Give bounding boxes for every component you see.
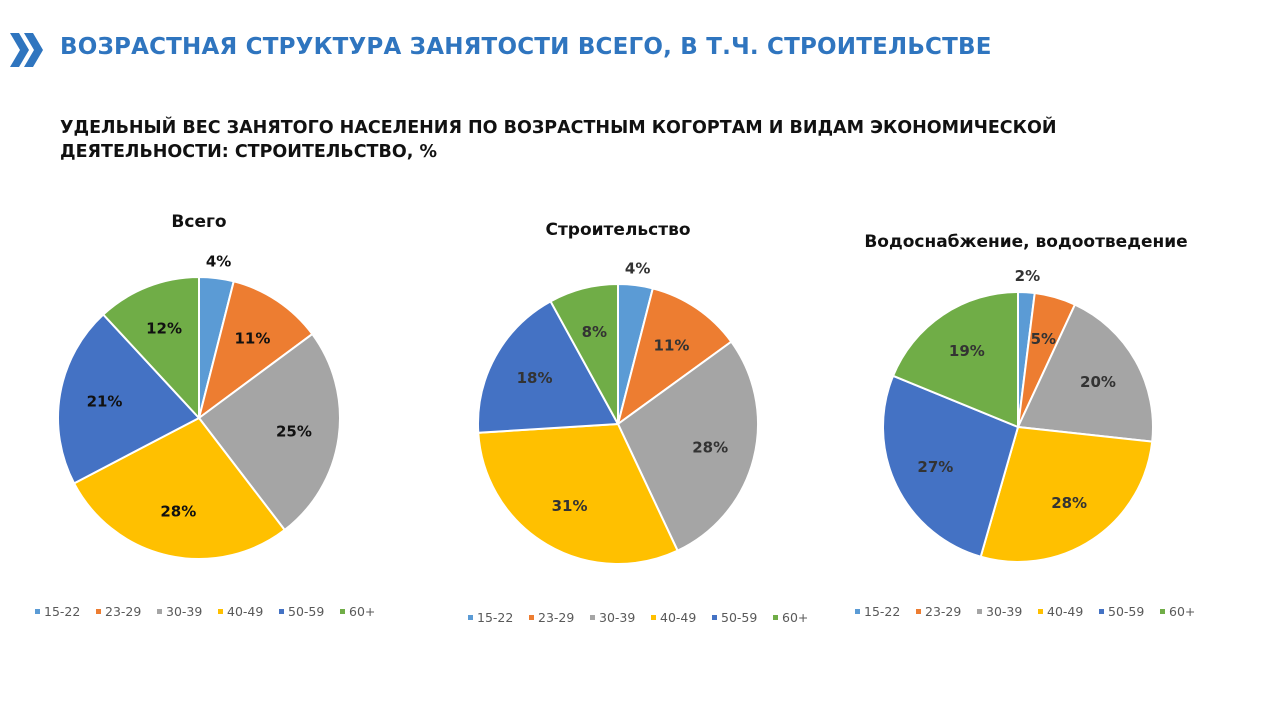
data-label: 11%	[234, 329, 270, 347]
legend-item: 23-29	[925, 604, 961, 619]
legend-item: 23-29	[538, 610, 574, 625]
legend-marker	[1099, 609, 1104, 614]
data-label: 8%	[582, 323, 607, 341]
legend-item: 23-29	[105, 604, 141, 619]
pie-slice-30-39	[197, 332, 341, 532]
pie-slice-50-59	[57, 313, 201, 485]
legend-marker	[35, 609, 40, 614]
data-label: 31%	[552, 497, 588, 515]
legend: 15-22 23-29 30-39 40-49 50-59 60+	[855, 604, 1195, 619]
data-label: 20%	[1080, 373, 1116, 391]
legend-marker	[468, 615, 473, 620]
chart-title: Водоснабжение, водоотведение	[864, 232, 1187, 252]
data-label: 2%	[1015, 267, 1040, 285]
pie-slice-50-59	[882, 374, 1020, 558]
legend-marker	[1160, 609, 1165, 614]
chart-title: Всего	[171, 212, 226, 232]
pie-chart-1: Всего 4% 11% 25% 28% 21% 12% 15-22 23-29 30-39 40-…	[35, 212, 375, 619]
pie-slice-60+	[549, 282, 619, 425]
legend-marker	[651, 615, 656, 620]
pie-slice-40-49	[979, 425, 1154, 563]
legend-item: 15-22	[864, 604, 900, 619]
pie-slice-40-49	[477, 422, 679, 565]
data-label: 11%	[654, 336, 690, 354]
legend-marker	[340, 609, 345, 614]
data-label: 21%	[87, 393, 123, 411]
pie-slice-30-39	[616, 340, 759, 553]
legend-marker	[916, 609, 921, 614]
legend-item: 50-59	[721, 610, 757, 625]
legend-item: 30-39	[986, 604, 1022, 619]
legend-marker	[712, 615, 717, 620]
legend-marker	[590, 615, 595, 620]
data-label: 12%	[146, 320, 182, 338]
legend-item: 40-49	[660, 610, 696, 625]
chart-title: Строительство	[545, 220, 690, 240]
pie-chart-2: Строительство 4% 11% 28% 31% 18% 8% 15-22 23-29 3…	[468, 220, 808, 625]
pie-slice-40-49	[72, 416, 287, 560]
data-label: 5%	[1031, 330, 1056, 348]
legend: 15-22 23-29 30-39 40-49 50-59 60+	[35, 604, 375, 619]
legend-marker	[279, 609, 284, 614]
data-label: 25%	[276, 422, 312, 440]
page-title: ВОЗРАСТНАЯ СТРУКТУРА ЗАНЯТОСТИ ВСЕГО, В …	[60, 34, 992, 60]
legend-marker	[218, 609, 223, 614]
legend-item: 60+	[782, 610, 808, 625]
legend-marker	[96, 609, 101, 614]
legend-marker	[977, 609, 982, 614]
legend-item: 30-39	[166, 604, 202, 619]
legend-marker	[855, 609, 860, 614]
data-label: 28%	[692, 439, 728, 457]
legend-item: 15-22	[44, 604, 80, 619]
legend-item: 15-22	[477, 610, 513, 625]
data-label: 19%	[949, 342, 985, 360]
pie-slice-30-39	[1016, 303, 1154, 443]
data-label: 4%	[625, 259, 650, 277]
data-label: 28%	[1051, 494, 1087, 512]
page-subtitle: УДЕЛЬНЫЙ ВЕС ЗАНЯТОГО НАСЕЛЕНИЯ ПО ВОЗРА…	[60, 118, 1057, 162]
legend-item: 40-49	[1047, 604, 1083, 619]
legend-marker	[529, 615, 534, 620]
pie-slice-50-59	[477, 299, 620, 434]
pie-slice-60+	[101, 275, 200, 421]
legend-item: 50-59	[1108, 604, 1144, 619]
data-label: 27%	[917, 458, 953, 476]
legend-item: 60+	[349, 604, 375, 619]
legend: 15-22 23-29 30-39 40-49 50-59 60+	[468, 610, 808, 625]
pie-slice-60+	[891, 290, 1019, 429]
legend-item: 50-59	[288, 604, 324, 619]
legend-marker	[1038, 609, 1043, 614]
data-label: 4%	[206, 252, 231, 270]
pie-slice-23-29	[616, 287, 733, 427]
legend-item: 30-39	[599, 610, 635, 625]
data-label: 18%	[517, 369, 553, 387]
legend-marker	[157, 609, 162, 614]
legend-item: 60+	[1169, 604, 1195, 619]
pie-slice-23-29	[197, 280, 314, 421]
legend-marker	[773, 615, 778, 620]
double-chevron-right-icon	[10, 33, 43, 67]
data-label: 28%	[160, 503, 196, 521]
legend-item: 40-49	[227, 604, 263, 619]
pie-chart-3: Водоснабжение, водоотведение 2% 5% 20% 28% 27…	[855, 232, 1195, 619]
